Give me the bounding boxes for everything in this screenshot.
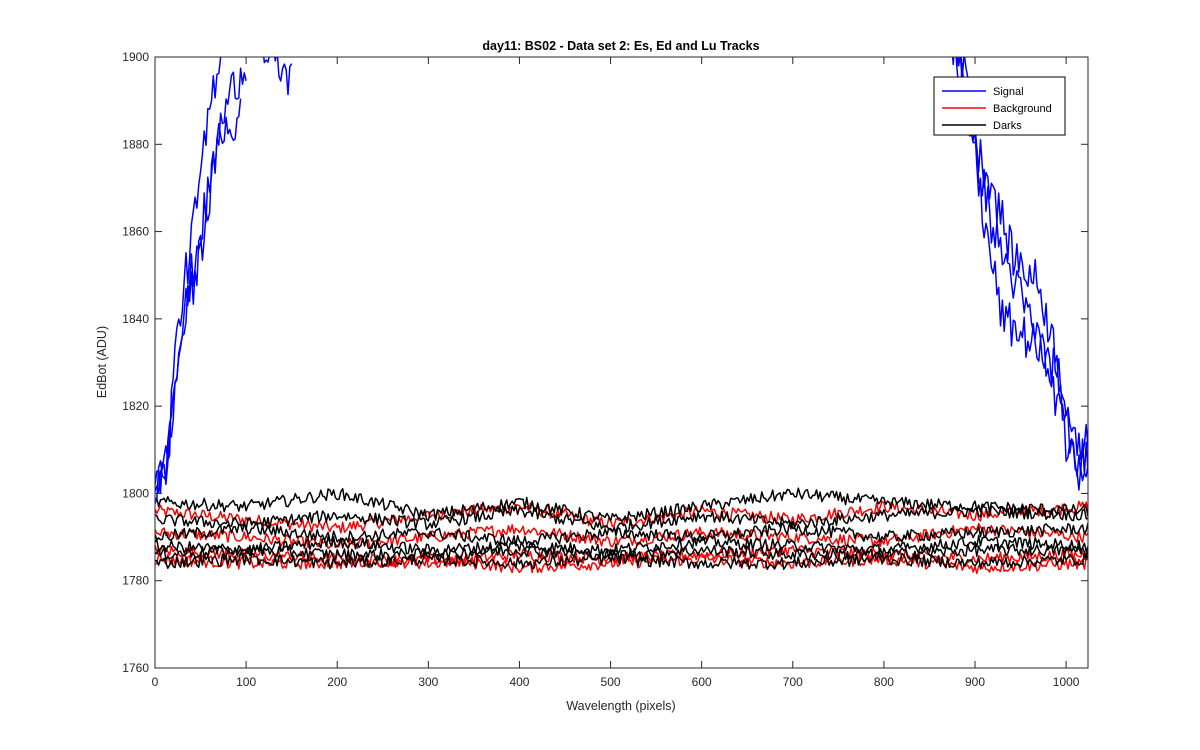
series-line-signal-2-1	[956, 62, 1088, 461]
y-tick-label: 1760	[122, 661, 149, 675]
y-axis-label: EdBot (ADU)	[95, 326, 109, 398]
legend-label-background: Background	[993, 103, 1052, 115]
x-tick-label: 300	[418, 675, 438, 689]
series-line-darks-7-0	[155, 487, 1088, 524]
series-line-darks-10-0	[155, 535, 1088, 557]
x-tick-label: 100	[236, 675, 256, 689]
x-tick-label: 600	[692, 675, 712, 689]
x-tick-label: 700	[783, 675, 803, 689]
y-tick-label: 1840	[122, 312, 149, 326]
x-tick-label: 900	[965, 675, 985, 689]
x-axis-label: Wavelength (pixels)	[566, 699, 675, 713]
series-line-darks-12-0	[155, 552, 1088, 571]
x-tick-label: 200	[327, 675, 347, 689]
axes: 0 100 200 300 400 500 600 700 800 900 1000 1760 1780…	[122, 50, 1089, 689]
series-line-darks-11-0	[155, 543, 1088, 562]
y-tick-label: 1800	[122, 486, 149, 500]
legend-label-darks: Darks	[993, 120, 1022, 132]
y-tick-label: 1820	[122, 399, 149, 413]
series-line-darks-9-0	[155, 521, 1088, 547]
y-tick-label: 1780	[122, 574, 149, 588]
x-tick-label: 800	[874, 675, 894, 689]
x-tick-label: 500	[601, 675, 621, 689]
legend: Signal Background Darks	[933, 76, 1066, 136]
series-line-background-4-0	[155, 522, 1088, 550]
x-tick-label: 1000	[1053, 675, 1080, 689]
chart-title: day11: BS02 - Data set 2: Es, Ed and Lu …	[482, 39, 759, 53]
x-tick-label: 0	[152, 675, 159, 689]
series-line-signal-0-0	[155, 57, 293, 494]
y-tick-label: 1860	[122, 225, 149, 239]
plot-frame	[154, 56, 1089, 669]
legend-label-signal: Signal	[993, 86, 1024, 98]
y-tick-label: 1900	[122, 50, 149, 64]
y-tick-label: 1880	[122, 137, 149, 151]
x-tick-label: 400	[509, 675, 529, 689]
series-line-signal-2-0	[155, 98, 242, 494]
series-line-darks-8-0	[155, 504, 1088, 533]
